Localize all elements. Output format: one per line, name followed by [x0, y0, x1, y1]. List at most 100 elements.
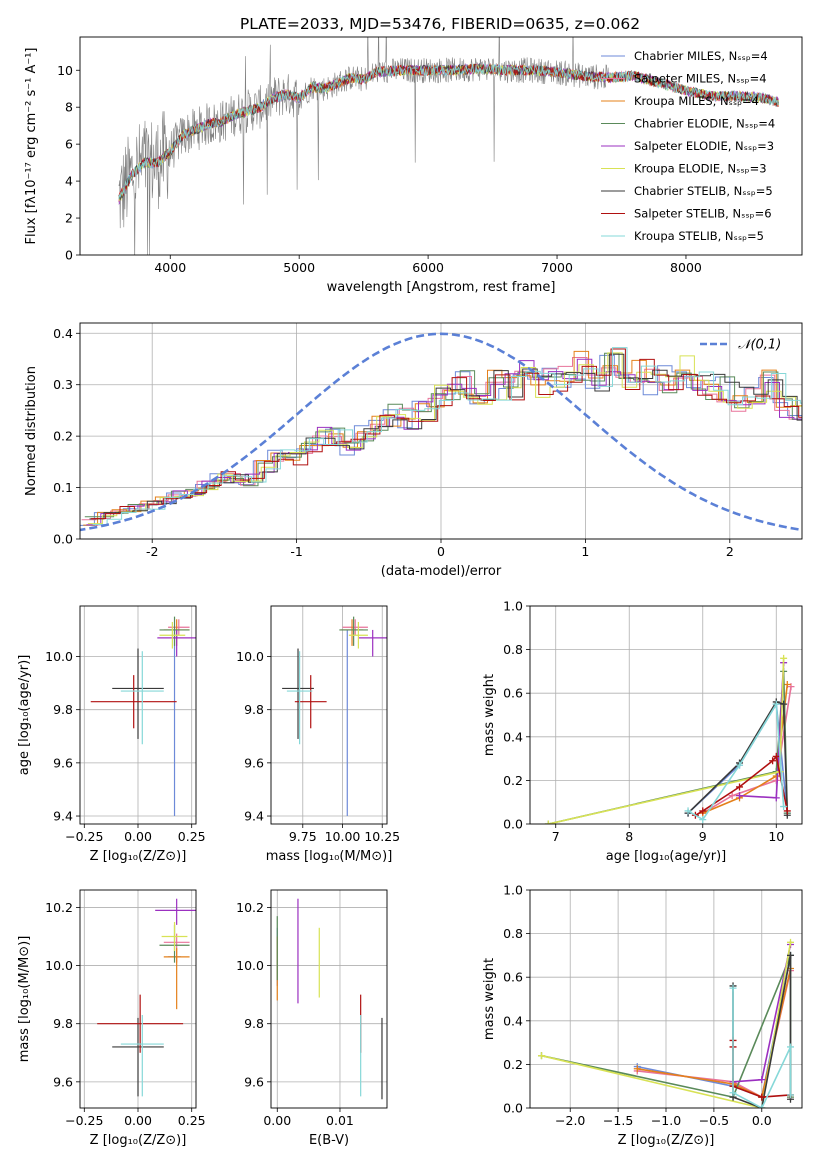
x-axis-label: mass [log₁₀(M/M⊙)] — [266, 849, 393, 864]
residual-histogram — [83, 350, 802, 526]
plot-area — [90, 616, 196, 817]
y-tick-label: 0.2 — [503, 1057, 523, 1072]
x-tick-label: 6000 — [412, 260, 444, 275]
x-axis-label: Z [log₁₀(Z/Z⊙)] — [618, 1133, 715, 1148]
y-tick-label: 9.6 — [53, 1074, 73, 1089]
y-tick-label: 0.2 — [503, 773, 523, 788]
y-tick-label: 10.0 — [45, 649, 73, 664]
x-tick-label: −1.5 — [603, 1113, 633, 1128]
mass-weight-marker — [758, 1093, 766, 1101]
residuals-panel: -2 -1 0 1 2 0.0 0.1 0.2 0.3 0.4 (data-model)/error… — [24, 322, 803, 579]
observed-spectrum-line — [118, 37, 609, 255]
legend-label: Salpeter ELODIE, Nₛₛₚ=3 — [634, 139, 774, 153]
data-point-errorbar — [90, 675, 177, 729]
x-tick-label: 0.0 — [752, 1113, 772, 1128]
mass-vs-metallicity-panel: −0.25 0.00 0.25 9.6 9.8 10.0 10.2 Z [log₁₀(Z/Z⊙… — [17, 889, 206, 1148]
x-tick-label: 10.25 — [364, 829, 400, 844]
mass-weight-marker — [780, 803, 788, 811]
y-tick-label: 0.6 — [503, 686, 523, 701]
x-tick-label: 4000 — [154, 260, 186, 275]
y-tick-label: 10 — [57, 63, 73, 78]
legend-label: Kroupa STELIB, Nₛₛₚ=5 — [634, 229, 764, 243]
mass-weight-marker — [772, 794, 780, 802]
mass-weight-series-line — [739, 662, 785, 799]
residual-histogram — [81, 357, 802, 521]
y-tick-label: 1.0 — [503, 599, 523, 614]
y-tick-label: 9.4 — [53, 809, 73, 824]
y-axis-label: Flux [fλ10⁻¹⁷ erg cm⁻² s⁻¹ A⁻¹] — [24, 48, 39, 245]
mass-weight-vs-metallicity-panel: −2.0 −1.5 −1.0 −0.5 0.0 0.0 0.2 0.4 0.6 0.8 1.0 Z [… — [482, 883, 803, 1148]
y-tick-label: 0.0 — [503, 817, 523, 832]
mass-weight-marker — [728, 792, 736, 800]
x-tick-label: 2 — [726, 544, 734, 559]
data-point-errorbar — [155, 898, 196, 925]
residual-histogram — [92, 347, 802, 525]
x-tick-label: 1 — [581, 544, 589, 559]
plot-area — [537, 938, 795, 1108]
residual-histogram — [91, 348, 802, 520]
y-axis-label: Normed distribution — [24, 366, 39, 496]
y-tick-label: 0.6 — [503, 970, 523, 985]
x-axis-label: wavelength [Angstrom, rest frame] — [327, 280, 556, 295]
spectrum-panel: 4000 5000 6000 7000 8000 0 2 4 6 8 10 wavelength [A… — [24, 36, 803, 295]
age-vs-metallicity-panel: −0.25 0.00 0.25 9.4 9.6 9.8 10.0 Z [log₁₀(Z/Z⊙)… — [17, 605, 206, 864]
data-point-errorbar — [358, 629, 387, 657]
y-tick-label: 0.2 — [53, 429, 73, 444]
plot-area — [544, 654, 795, 824]
y-tick-label: 9.6 — [244, 755, 264, 770]
mass-weight-marker — [729, 1089, 737, 1097]
mass-weight-marker — [699, 816, 707, 824]
axes-border — [529, 605, 803, 825]
y-tick-label: 0.0 — [53, 532, 73, 547]
spectrum-legend: Chabrier MILES, Nₛₛₚ=4 Salpeter MILES, Nₛ… — [601, 49, 775, 243]
x-tick-label: −0.5 — [699, 1113, 729, 1128]
mass-weight-marker — [783, 680, 791, 688]
mass-weight-marker — [758, 1104, 766, 1108]
mass-vs-ebv-panel: 0.00 0.01 9.6 9.8 10.0 10.2 E(B-V) — [236, 889, 388, 1148]
y-tick-label: 0.4 — [53, 326, 73, 341]
axes-border — [270, 889, 388, 1109]
y-tick-label: 10.0 — [236, 958, 264, 973]
x-tick-label: 0.25 — [178, 829, 206, 844]
x-tick-label: −0.25 — [65, 1113, 103, 1128]
x-tick-label: −1.0 — [651, 1113, 681, 1128]
data-point-errorbar — [286, 651, 313, 745]
mass-weight-marker — [729, 984, 737, 992]
y-tick-label: 1.0 — [503, 883, 523, 898]
x-tick-label: 10.00 — [325, 829, 361, 844]
legend-label: Chabrier MILES, Nₛₛₚ=4 — [634, 49, 768, 63]
y-tick-label: 4 — [65, 174, 73, 189]
y-axis-label: age [log₁₀(age/yr)] — [17, 655, 32, 776]
x-tick-label: 0.00 — [263, 1113, 291, 1128]
x-tick-label: 0 — [437, 544, 445, 559]
y-tick-label: 10.0 — [45, 958, 73, 973]
legend-label: 𝒩(0,1) — [738, 338, 781, 353]
grid-lines — [271, 890, 387, 1108]
mass-weight-marker — [537, 1052, 545, 1060]
grid-lines — [271, 606, 387, 824]
plot-area — [118, 37, 779, 255]
data-point-errorbar — [112, 648, 164, 739]
data-point-errorbar — [339, 616, 368, 646]
mass-weight-marker — [772, 700, 780, 708]
mass-weight-series-line — [548, 658, 785, 824]
data-point-errorbar — [163, 948, 190, 1010]
data-point-errorbar — [159, 616, 190, 646]
x-tick-label: 0.01 — [326, 1113, 354, 1128]
y-tick-label: 9.8 — [244, 702, 264, 717]
mass-weight-marker — [787, 1091, 795, 1099]
y-tick-label: 9.8 — [244, 1016, 264, 1031]
mass-weight-marker — [736, 761, 744, 769]
grid-lines — [530, 889, 802, 1109]
data-point-errorbar — [120, 1014, 164, 1097]
mass-weight-marker — [544, 820, 552, 824]
y-tick-label: 0.3 — [53, 377, 73, 392]
x-tick-label: −0.25 — [65, 829, 103, 844]
axes-frame: 0.00 0.01 9.6 9.8 10.0 10.2 E(B-V) — [236, 889, 388, 1148]
x-tick-label: 0.00 — [124, 829, 152, 844]
figure-title: PLATE=2033, MJD=53476, FIBERID=0635, z=0… — [240, 15, 640, 33]
grid-lines — [530, 605, 802, 825]
y-tick-label: 0.8 — [503, 926, 523, 941]
age-vs-mass-panel: 9.75 10.00 10.25 9.4 9.6 9.8 10.0 mass [log₁₀(M… — [236, 605, 400, 864]
